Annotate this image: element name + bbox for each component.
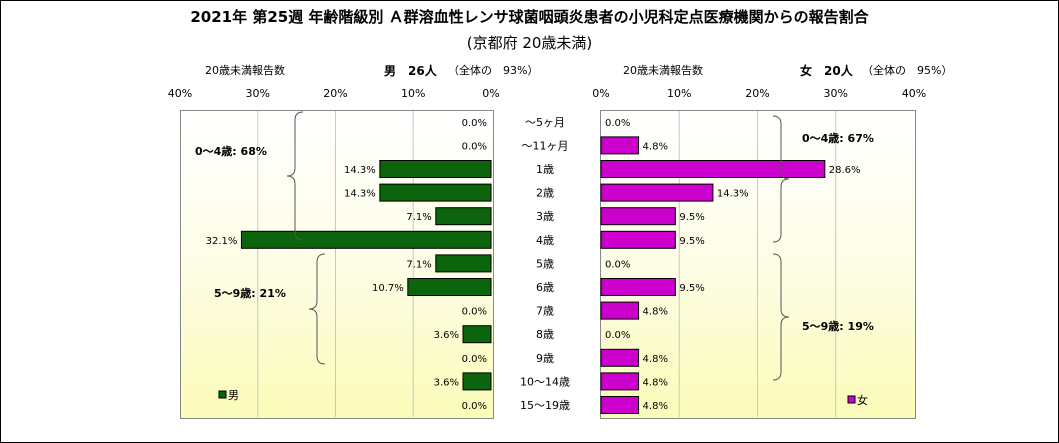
male-bar-value-label: 0.0% [462,118,487,129]
age-category-label: 10～14歳 [520,375,570,388]
female-bar-value-label: 4.8% [643,141,668,152]
male-bar [407,278,492,296]
female-bar [600,301,640,320]
male-bar [462,372,492,391]
female-group-label-5-9: 5～9歳: 19% [802,319,874,333]
female-bar [600,278,676,296]
female-legend-label: 女 [857,393,868,407]
male-bar-value-label: 0.0% [462,401,487,412]
female-bar-value-label: 4.8% [643,401,668,412]
male-legend-label: 男 [228,389,239,402]
male-x-tick-label: 40% [168,87,192,100]
female-bar-value-label: 9.5% [679,283,704,294]
female-bar-value-label: 4.8% [643,307,668,318]
female-bar-value-label: 9.5% [679,236,704,247]
male-bar-value-label: 10.7% [372,283,404,294]
female-bar-value-label: 0.0% [605,259,630,270]
female-bar-value-label: 0.0% [605,330,630,341]
male-x-tick-label: 10% [401,87,425,100]
female-x-tick-label: 10% [667,87,691,100]
male-bar [435,254,492,273]
male-legend-swatch [218,390,227,399]
female-bar-value-label: 0.0% [605,118,630,129]
male-5-9-brace [308,253,326,365]
female-group-label-0-4: 0～4歳: 67% [802,131,874,145]
female-bar [600,136,640,155]
male-bar-value-label: 0.0% [462,307,487,318]
chart-subtitle: (京都府 20歳未満) [466,34,593,52]
age-category-label: 2歳 [536,187,554,200]
female-x-tick-label: 20% [745,87,769,100]
left-share: （全体の 93%） [448,64,539,77]
female-bar [600,160,826,178]
age-category-label: 9歳 [536,352,554,365]
age-category-label: 8歳 [536,328,554,341]
female-legend-swatch [847,395,856,404]
female-x-tick-label: 40% [902,87,926,100]
right-caption: 20歳未満報告数 [623,64,703,77]
female-bar [600,207,676,226]
male-0-4-brace [286,111,304,241]
chart-title: 2021年 第25週 年齢階級別 Ａ群溶血性レンサ球菌咽頭炎患者の小児科定点医療… [190,8,869,26]
female-5-9-brace [772,253,790,381]
left-sex-count-text: 男 26人 [384,64,437,78]
male-x-tick-label: 20% [323,87,347,100]
age-category-label: 5歳 [536,257,554,270]
male-bar [435,207,492,226]
male-bar-value-label: 0.0% [462,354,487,365]
female-bar-value-label: 28.6% [829,165,861,176]
age-category-label: 7歳 [536,305,554,318]
female-bar [600,348,640,367]
left-sex-count: 男 26人 [384,62,437,79]
male-bar [462,325,492,344]
left-caption: 20歳未満報告数 [205,64,285,77]
age-category-label: ～5ヶ月 [525,116,565,129]
female-bar-value-label: 14.3% [717,189,749,200]
female-bar-value-label: 4.8% [643,354,668,365]
female-bar [600,372,640,391]
female-bar [600,230,676,249]
male-bar [240,230,492,249]
male-x-tick-label: 0% [482,87,499,100]
right-share: （全体の 95%） [862,64,953,77]
age-category-label: 15～19歳 [520,399,570,412]
male-bar-value-label: 0.0% [462,141,487,152]
male-bar-value-label: 14.3% [344,189,376,200]
female-bar-value-label: 4.8% [643,377,668,388]
female-0-4-brace [772,115,790,243]
female-bar-value-label: 9.5% [679,212,704,223]
age-category-label: 6歳 [536,281,554,294]
right-sex-count: 女 20人 [800,62,853,79]
female-bar [600,183,714,202]
male-group-label-0-4: 0～4歳: 68% [195,144,267,158]
right-sex-count-text: 女 20人 [800,64,853,78]
male-bar [379,160,492,178]
male-bar-value-label: 3.6% [434,330,459,341]
male-bar-value-label: 7.1% [406,212,431,223]
female-bar [600,396,640,414]
age-category-label: 3歳 [536,210,554,223]
male-bar-value-label: 14.3% [344,165,376,176]
male-bar [379,183,492,202]
female-x-tick-label: 0% [592,87,609,100]
male-bar-value-label: 7.1% [406,259,431,270]
male-group-label-5-9: 5～9歳: 21% [214,286,286,300]
male-bar-value-label: 32.1% [206,236,238,247]
female-x-tick-label: 30% [824,87,848,100]
male-bar-value-label: 3.6% [434,377,459,388]
age-category-label: 4歳 [536,234,554,247]
age-category-label: 1歳 [536,163,554,176]
male-x-tick-label: 30% [246,87,270,100]
age-category-label: ～11ヶ月 [522,139,569,152]
